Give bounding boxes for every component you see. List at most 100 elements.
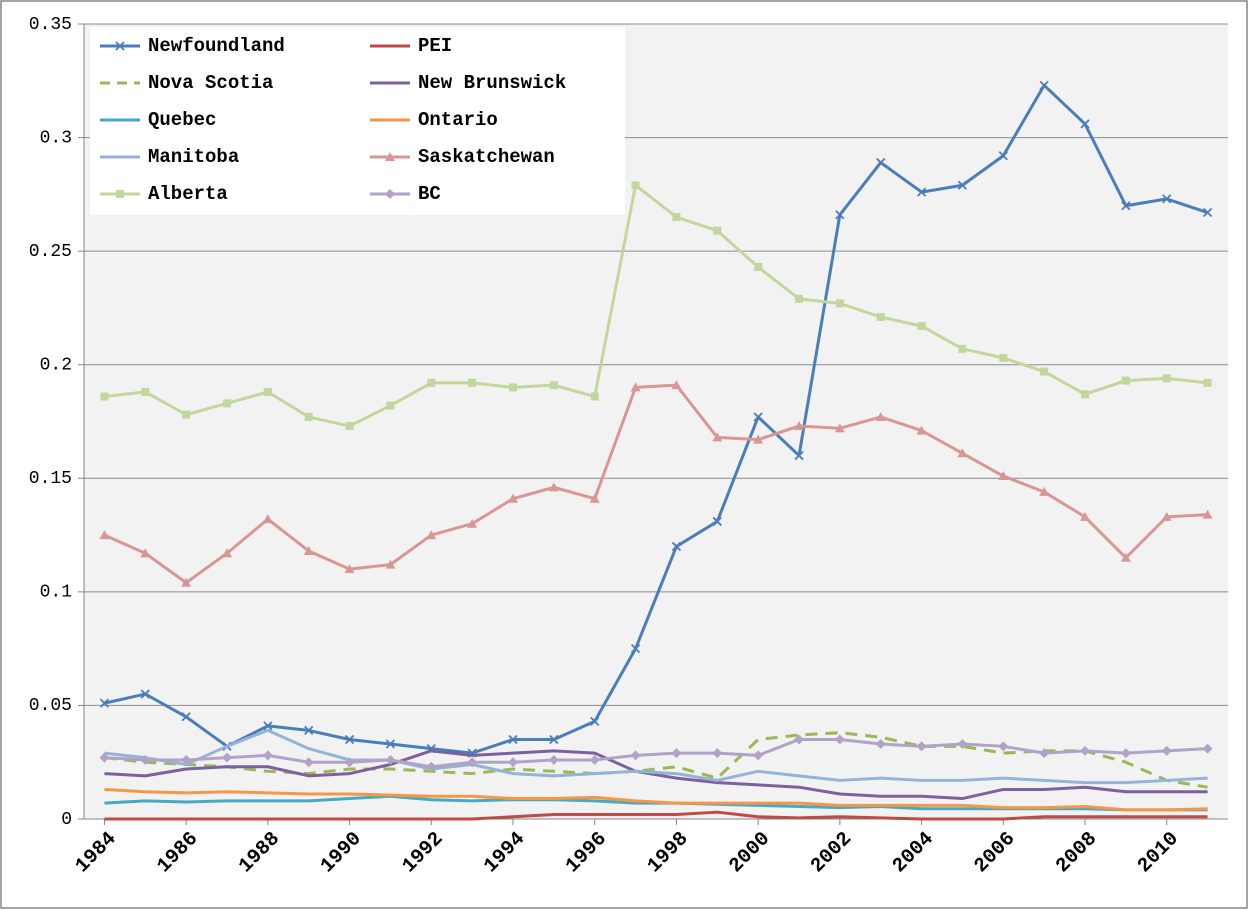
legend-label: Alberta [148, 183, 228, 205]
marker [385, 559, 396, 569]
marker [753, 434, 764, 444]
marker [467, 757, 478, 768]
marker [385, 754, 396, 765]
marker [181, 754, 192, 765]
marker [99, 698, 110, 708]
y-tick-label: 0.35 [29, 15, 72, 35]
marker [1039, 486, 1050, 496]
y-tick-label: 0.3 [40, 128, 72, 148]
marker [99, 752, 110, 763]
series-line [104, 183, 1208, 428]
marker [140, 689, 150, 699]
marker [549, 381, 558, 390]
marker [386, 401, 395, 410]
series-line [104, 749, 1208, 801]
marker [303, 545, 314, 555]
marker [1202, 509, 1213, 519]
marker [1080, 745, 1090, 756]
marker [1039, 748, 1050, 759]
marker [1203, 378, 1212, 387]
series-line [104, 83, 1209, 755]
marker [671, 748, 682, 759]
marker [958, 344, 967, 353]
marker [631, 181, 640, 190]
marker [344, 734, 355, 745]
marker [590, 392, 599, 401]
marker [141, 387, 150, 396]
marker [304, 725, 314, 736]
marker [344, 757, 355, 768]
marker [182, 410, 191, 419]
marker [426, 761, 437, 772]
marker [1039, 80, 1049, 90]
y-tick-label: 0 [61, 810, 72, 830]
marker [99, 530, 110, 540]
series-line [103, 383, 1208, 585]
marker [1162, 374, 1171, 383]
marker [548, 482, 559, 492]
legend-label: PEI [418, 35, 452, 57]
marker [589, 493, 600, 503]
marker [509, 383, 517, 392]
marker [385, 152, 395, 161]
marker [957, 739, 968, 750]
marker [795, 294, 803, 303]
marker [1081, 390, 1089, 399]
marker [140, 548, 151, 558]
marker [916, 425, 927, 435]
marker [263, 387, 272, 396]
marker [1121, 201, 1131, 211]
marker [957, 180, 968, 190]
marker [262, 750, 273, 761]
marker [548, 754, 559, 765]
marker [875, 739, 886, 750]
marker [712, 516, 722, 527]
marker [835, 299, 844, 308]
marker [1162, 194, 1172, 204]
marker [589, 754, 600, 765]
legend-label: Manitoba [148, 146, 239, 168]
marker [468, 378, 477, 387]
marker [834, 734, 845, 745]
y-tick-label: 0.05 [29, 696, 72, 716]
marker [672, 213, 681, 222]
marker [753, 412, 763, 422]
marker [1080, 119, 1090, 129]
marker [876, 313, 885, 322]
marker [875, 411, 886, 421]
y-tick-label: 0.1 [40, 583, 72, 603]
marker [916, 741, 927, 752]
series-line [104, 738, 1208, 769]
legend-label: Ontario [418, 109, 498, 131]
marker [427, 378, 436, 387]
marker [508, 493, 518, 503]
y-tick-label: 0.15 [29, 469, 72, 489]
marker [1121, 376, 1130, 385]
marker [1080, 511, 1090, 521]
marker [385, 189, 395, 199]
marker [385, 739, 396, 749]
marker [794, 734, 804, 745]
marker [100, 392, 109, 401]
legend-label: Newfoundland [148, 35, 285, 57]
legend-label: Nova Scotia [148, 72, 273, 94]
series-line [104, 728, 1208, 785]
marker [671, 541, 682, 552]
series-line [104, 787, 1208, 812]
marker [262, 514, 273, 524]
marker [630, 382, 641, 392]
marker [263, 721, 273, 731]
marker [876, 157, 886, 168]
marker [1161, 511, 1172, 521]
legend-label: Saskatchewan [418, 146, 555, 168]
marker [794, 450, 804, 461]
marker [304, 412, 313, 421]
marker [630, 644, 641, 654]
y-tick-label: 0.2 [40, 355, 72, 375]
marker [508, 757, 518, 768]
legend: Newfoundland PEI Nova Scotia New Brunswick Q… [90, 27, 625, 215]
marker [998, 471, 1009, 481]
marker [999, 353, 1008, 362]
marker [998, 741, 1009, 752]
